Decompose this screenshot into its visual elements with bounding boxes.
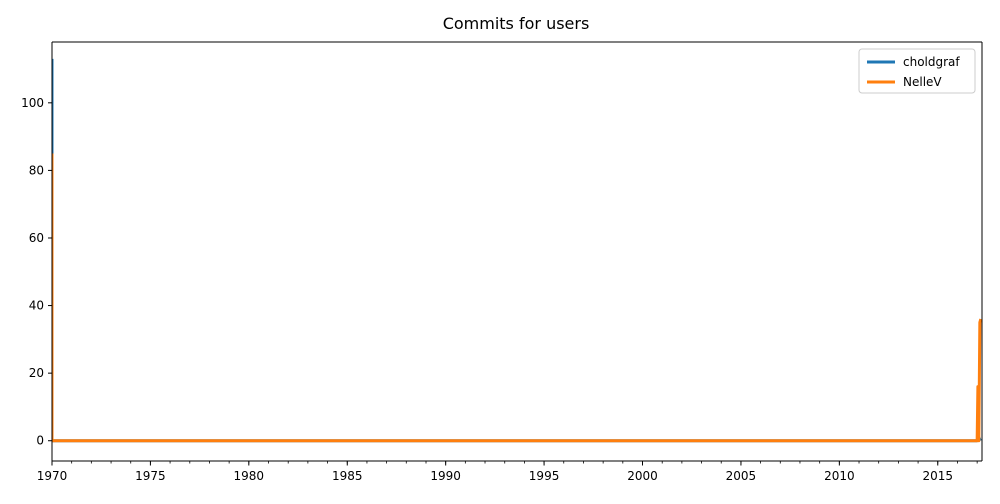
- series-line-choldgraf: [52, 58, 982, 443]
- y-tick-label: 0: [36, 434, 44, 448]
- legend-label-nellev: NelleV: [903, 75, 942, 89]
- y-tick-label: 80: [29, 163, 44, 177]
- x-tick-label: 2005: [726, 469, 757, 483]
- y-tick-label: 40: [29, 299, 44, 313]
- x-tick-label: 1995: [529, 469, 560, 483]
- x-tick-label: 1990: [430, 469, 461, 483]
- x-tick-label: 2000: [627, 469, 658, 483]
- y-tick-label: 60: [29, 231, 44, 245]
- y-tick-label: 100: [21, 96, 44, 110]
- y-tick-label: 20: [29, 366, 44, 380]
- legend: choldgraf NelleV: [858, 48, 976, 94]
- series-line-nellev: [52, 153, 982, 443]
- x-tick-label: 1980: [234, 469, 265, 483]
- axes-layer: 0 20 40 60 80 100 1970 1975 1980 1985 1990 1995 2000…: [21, 41, 983, 483]
- legend-label-choldgraf: choldgraf: [903, 55, 960, 69]
- x-tick-label: 1975: [135, 469, 166, 483]
- x-tick-label: 1985: [332, 469, 363, 483]
- x-tick-label: 2010: [824, 469, 855, 483]
- x-tick-label: 1970: [37, 469, 68, 483]
- series-layer: [52, 58, 982, 443]
- chart-title: Commits for users: [443, 14, 590, 33]
- x-tick-label: 2015: [922, 469, 953, 483]
